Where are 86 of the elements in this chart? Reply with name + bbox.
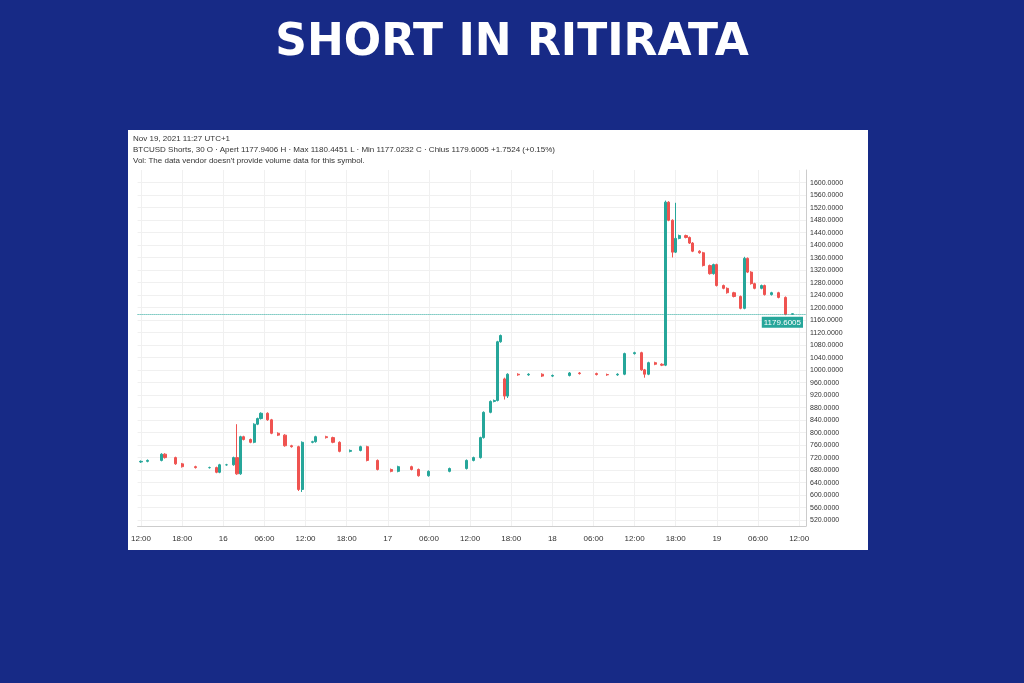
- x-tick-label: 06:00: [748, 533, 769, 543]
- candlestick: [739, 295, 742, 310]
- candlestick: [290, 444, 293, 449]
- candlestick: [242, 435, 245, 441]
- candlestick: [517, 372, 520, 377]
- candlestick: [732, 291, 736, 298]
- x-tick-label: 16: [218, 533, 229, 543]
- x-tick-label: 06:00: [254, 533, 275, 543]
- x-tick-label: 12:00: [789, 533, 810, 543]
- candlestick: [465, 458, 468, 470]
- candlestick: [726, 286, 729, 295]
- x-tick-label: 18: [547, 533, 558, 543]
- candlestick: [249, 438, 252, 444]
- candlestick: [297, 445, 300, 492]
- candlestick: [417, 468, 420, 478]
- candlestick: [712, 263, 715, 276]
- candlestick: [606, 373, 609, 377]
- x-tick-label: 12:00: [130, 533, 152, 543]
- x-tick-label: 18:00: [665, 533, 687, 543]
- candlestick: [708, 264, 712, 276]
- x-tick-label: 18:00: [501, 533, 522, 543]
- candlestick: [277, 431, 280, 437]
- candlestick: [160, 452, 163, 462]
- candlestick: [551, 374, 554, 378]
- candlestick: [770, 291, 773, 297]
- x-tick-label: 06:00: [418, 533, 440, 543]
- candlestick: [314, 435, 317, 444]
- candlestick: [527, 372, 530, 377]
- candlestick: [568, 371, 571, 377]
- candlestick: [376, 458, 379, 471]
- candlestick: [181, 462, 184, 469]
- candlestick: [760, 284, 763, 290]
- candlestick: [410, 465, 413, 471]
- candlestick: [623, 352, 626, 376]
- candlestick: [235, 423, 239, 476]
- candlestick: [674, 202, 677, 254]
- x-tick-label: 06:00: [583, 533, 605, 543]
- candlestick: [366, 445, 369, 462]
- text: Nov 19, 2021 11:27 UTC+1: [133, 133, 232, 144]
- candlestick: [338, 440, 341, 453]
- chart-subtitle: BTCUSD Shorts, 30 O · Apert 1177.9406 H · Max 1180.4451 L · Min 1177.0232 C · Chius 1179.6005 +1.7524 (+0.15%): [133, 144, 556, 155]
- candlestick: [163, 452, 167, 460]
- candlestick: [232, 456, 235, 467]
- x-tick-label: 19: [712, 533, 722, 543]
- text: Vol: The data vendor doesn't provide volume data for this symbol.: [133, 155, 366, 166]
- candlestick: [715, 263, 718, 287]
- candlestick: [616, 372, 619, 377]
- candlestick: [503, 377, 506, 401]
- candlestick: [722, 284, 725, 290]
- candlestick: [660, 362, 664, 367]
- ref-line-label: 1179.6005: [763, 317, 802, 327]
- x-tick-label: 18:00: [336, 533, 358, 543]
- candlestick: [390, 468, 393, 473]
- candlestick: [253, 422, 256, 444]
- x-tick-label: 17: [383, 533, 393, 543]
- candlestick: [311, 440, 314, 444]
- candlestick: [595, 372, 598, 376]
- candlestick: [331, 436, 335, 444]
- candlestick: [506, 372, 509, 399]
- candlestick: [218, 463, 221, 474]
- candlestick: [259, 411, 263, 421]
- candlestick: [239, 435, 242, 476]
- candlestick: [784, 295, 787, 316]
- candlestick: [763, 284, 766, 297]
- candlestick: [777, 291, 780, 299]
- candlestick: [654, 361, 657, 366]
- candlestick: [301, 440, 304, 493]
- candlestick: [283, 433, 287, 448]
- candlestick: [691, 241, 694, 253]
- candlestick: [215, 466, 218, 474]
- candlestick: [174, 456, 177, 466]
- candlestick: [743, 256, 746, 310]
- x-tick-label: 12:00: [295, 533, 317, 543]
- candlestick: [647, 361, 650, 376]
- x-tick-label: 12:00: [460, 533, 481, 543]
- x-tick-label: 18:00: [172, 533, 193, 543]
- candlestick: [702, 251, 705, 267]
- candlestick: [397, 465, 400, 473]
- candlestick: [541, 372, 544, 378]
- x-tick-label: 12:00: [624, 533, 646, 543]
- candlestick: [472, 456, 475, 462]
- chart-title: SHORT IN RITIRATA: [274, 14, 750, 65]
- candlestick: [359, 445, 362, 452]
- candlestick: [489, 399, 492, 414]
- candlestick: [427, 469, 430, 478]
- candlestick: [448, 467, 451, 473]
